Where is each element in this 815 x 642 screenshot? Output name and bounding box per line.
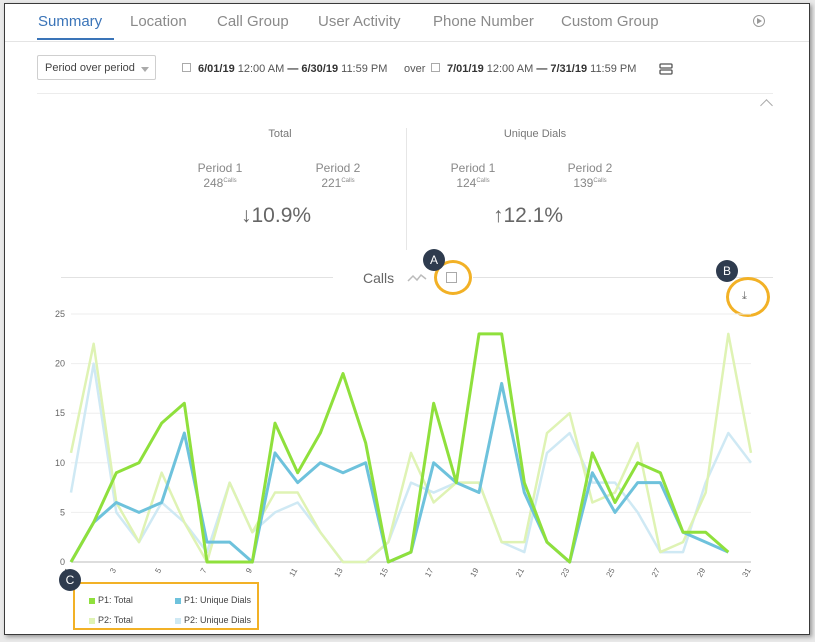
callout-badge-a: A [423,249,445,271]
stats-divider [406,128,407,250]
legend-p2-total[interactable]: P2: Total [89,615,133,625]
active-tab-indicator [37,38,114,40]
callout-badge-b: B [716,260,738,282]
download-icon[interactable]: ⤓ [742,290,747,302]
range1-label[interactable]: 6/01/19 12:00 AM — 6/30/19 11:59 PM [198,63,387,75]
tab-summary[interactable]: Summary [38,13,103,30]
dashboard-frame: Summary Location Call Group User Activit… [4,3,810,635]
tab-custom-group[interactable]: Custom Group [561,13,659,30]
x-tick-label: 7 [199,566,209,575]
y-tick-label: 0 [60,557,65,567]
range2-start-date: 7/01/19 [447,63,484,75]
callout-ring-b [726,277,770,317]
legend-swatch [175,617,181,624]
y-tick-label: 10 [55,458,65,468]
x-tick-label: 9 [244,566,254,575]
x-tick-label: 31 [740,566,753,579]
play-icon[interactable] [753,15,765,27]
total-p1-label: Period 1 [197,161,243,175]
legend-p2-unique[interactable]: P2: Unique Dials [175,615,251,625]
x-tick-label: 3 [108,566,118,575]
comparison-select[interactable]: Period over period [37,55,156,80]
chart-legend: P1: Total P1: Unique Dials P2: Total P2:… [73,582,259,630]
total-title: Total [268,128,292,140]
settings-toggle-icon[interactable] [659,63,673,75]
x-tick-label: 27 [650,566,663,579]
range1-dash: — [287,63,299,75]
series-line-p1-unique-dials [69,381,729,564]
divider [61,277,333,278]
divider [37,93,773,94]
total-p2-label: Period 2 [315,161,361,175]
y-tick-label: 5 [60,507,65,517]
x-tick-label: 13 [332,566,345,579]
tab-user-activity[interactable]: User Activity [318,13,401,30]
x-tick-label: 11 [287,566,299,578]
legend-p1-unique[interactable]: P1: Unique Dials [175,595,251,605]
unique-change: ↑12.1% [493,204,564,227]
x-tick-label: 17 [423,566,436,579]
x-tick-label: 25 [604,566,617,579]
divider [473,277,773,278]
legend-p1-total[interactable]: P1: Total [89,595,133,605]
y-tick-label: 25 [55,309,65,319]
range1-end-date: 6/30/19 [301,63,339,75]
total-p2-value: 221Calls [321,176,355,190]
callout-badge-c: C [59,569,81,591]
range2-end-date: 7/31/19 [550,63,588,75]
tab-location[interactable]: Location [130,13,187,30]
legend-swatch [89,597,95,604]
calendar-icon[interactable] [431,63,440,72]
unique-p1-label: Period 1 [450,161,496,175]
comparison-select-value: Period over period [45,62,135,74]
unique-p2-value: 139Calls [573,176,607,190]
calls-line-chart: 0510152025135791113151719212325272931 [55,309,753,579]
range1-start-date: 6/01/19 [198,63,235,75]
range2-start-time: 12:00 AM [486,63,534,75]
unique-title: Unique Dials [503,128,567,140]
chart-title: Calls [363,270,395,286]
x-tick-label: 15 [378,566,391,579]
tab-phone-number[interactable]: Phone Number [433,13,534,30]
x-tick-label: 29 [695,566,708,579]
range2-dash: — [536,63,548,75]
series-line-p2-total [69,332,753,564]
y-tick-label: 15 [55,408,65,418]
tab-bar: Summary Location Call Group User Activit… [5,4,809,42]
total-change: ↓10.9% [241,204,312,227]
range2-end-time: 11:59 PM [590,63,637,75]
total-p1-value: 248Calls [203,176,237,190]
calendar-icon[interactable] [182,63,191,72]
chevron-down-icon [141,67,149,72]
range1-end-time: 11:59 PM [341,63,388,75]
tab-call-group[interactable]: Call Group [217,13,289,30]
x-tick-label: 23 [559,566,572,579]
arrow-up-icon: ↑ [493,204,504,227]
series-line-p1-total [69,332,730,564]
unique-p2-label: Period 2 [567,161,613,175]
range1-start-time: 12:00 AM [237,63,285,75]
unique-p1-value: 124Calls [456,176,490,190]
chevron-up-icon[interactable] [760,99,773,112]
range2-label[interactable]: 7/01/19 12:00 AM — 7/31/19 11:59 PM [447,63,636,75]
y-tick-label: 20 [55,359,65,369]
x-tick-label: 19 [468,566,481,579]
filter-row: Period over period 6/01/19 12:00 AM — 6/… [5,52,809,86]
callout-ring-a [434,260,472,295]
x-tick-label: 21 [514,566,527,579]
over-label: over [404,63,426,75]
legend-swatch [89,617,95,624]
line-chart-icon[interactable] [407,273,427,283]
legend-swatch [175,597,181,604]
arrow-down-icon: ↓ [241,204,252,227]
x-tick-label: 5 [153,566,163,575]
